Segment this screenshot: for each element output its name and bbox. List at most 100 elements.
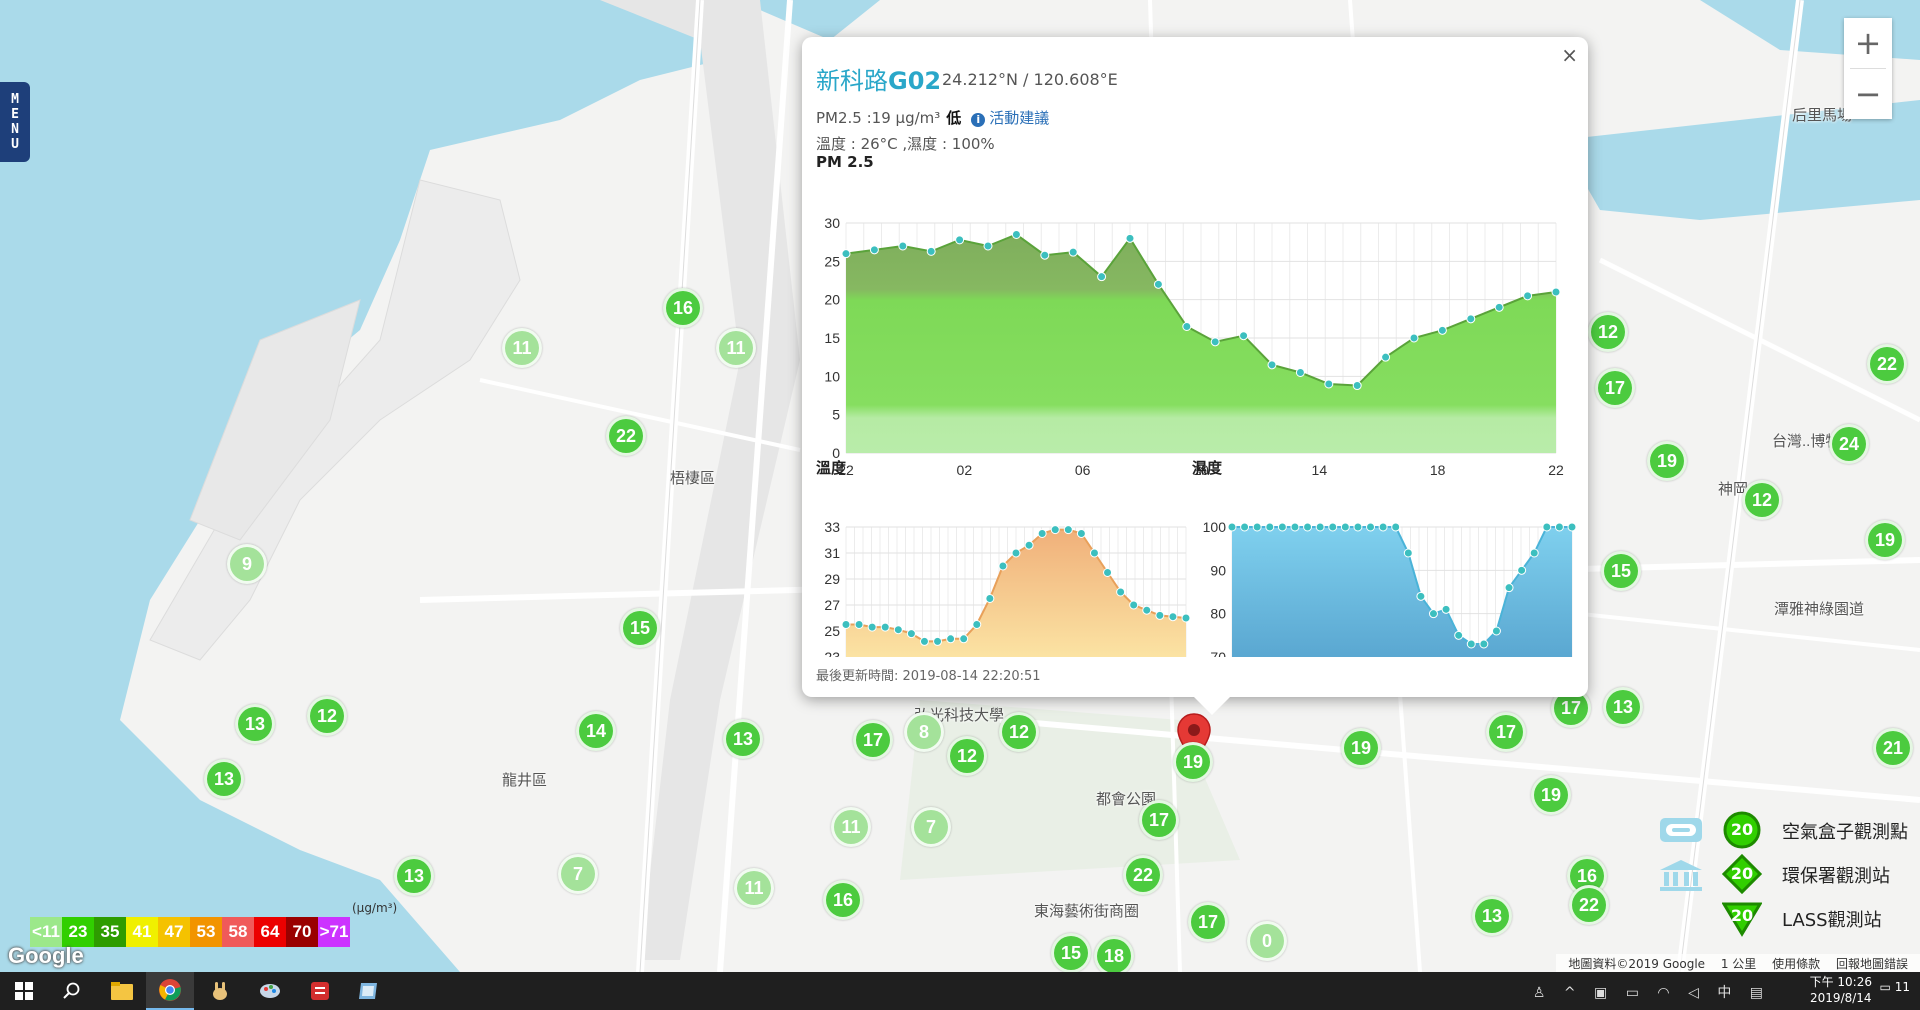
data-point[interactable] <box>1181 613 1191 623</box>
station-marker[interactable]: 17 <box>1486 712 1526 752</box>
data-point[interactable] <box>1494 302 1504 312</box>
data-point[interactable] <box>1529 548 1539 558</box>
data-point[interactable] <box>1366 522 1376 532</box>
data-point[interactable] <box>1142 605 1152 615</box>
data-point[interactable] <box>869 245 879 255</box>
station-marker[interactable]: 22 <box>1867 344 1907 384</box>
data-point[interactable] <box>1267 360 1277 370</box>
battery-icon[interactable]: ▭ <box>1625 985 1639 1001</box>
data-point[interactable] <box>983 241 993 251</box>
data-point[interactable] <box>919 636 929 646</box>
station-marker[interactable]: 11 <box>716 328 756 368</box>
station-marker[interactable]: 17 <box>853 720 893 760</box>
station-marker[interactable]: 22 <box>1569 885 1609 925</box>
data-point[interactable] <box>1295 368 1305 377</box>
data-point[interactable] <box>1504 583 1514 593</box>
station-marker[interactable]: 19 <box>1531 775 1571 815</box>
notification-center[interactable]: ▭ 11 <box>1880 980 1910 994</box>
data-point[interactable] <box>946 634 956 644</box>
data-point[interactable] <box>1076 529 1086 538</box>
data-point[interactable] <box>1024 540 1034 550</box>
data-point[interactable] <box>998 561 1008 571</box>
station-marker[interactable]: 17 <box>1188 902 1228 942</box>
station-marker[interactable]: 24 <box>1829 424 1869 464</box>
station-marker[interactable]: 13 <box>723 719 763 759</box>
data-point[interactable] <box>1068 247 1078 257</box>
data-point[interactable] <box>1116 587 1126 597</box>
volume-icon[interactable]: ◁ <box>1688 985 1699 1001</box>
data-point[interactable] <box>1381 352 1391 362</box>
data-point[interactable] <box>1353 522 1363 532</box>
data-point[interactable] <box>1210 337 1220 347</box>
data-point[interactable] <box>1097 272 1107 282</box>
start-button[interactable] <box>0 972 48 1010</box>
station-marker[interactable]: 16 <box>823 880 863 920</box>
station-marker[interactable]: 18 <box>1094 936 1134 972</box>
data-point[interactable] <box>1551 287 1561 297</box>
data-point[interactable] <box>1567 522 1577 532</box>
station-marker[interactable]: 9 <box>227 544 267 584</box>
data-point[interactable] <box>1340 522 1350 532</box>
data-point[interactable] <box>1168 612 1178 622</box>
data-point[interactable] <box>1466 314 1476 324</box>
data-point[interactable] <box>841 620 851 629</box>
selected-marker[interactable]: 19 <box>1173 742 1213 782</box>
data-point[interactable] <box>1437 325 1447 335</box>
data-point[interactable] <box>1277 522 1287 532</box>
data-point[interactable] <box>1240 522 1250 532</box>
chevron-up-icon[interactable]: ^ <box>1563 985 1576 1001</box>
station-marker[interactable]: 19 <box>1341 728 1381 768</box>
data-point[interactable] <box>867 622 877 632</box>
data-point[interactable] <box>1403 548 1413 558</box>
station-marker[interactable]: 8 <box>904 712 944 752</box>
taskbar-app-3[interactable] <box>296 972 344 1010</box>
data-point[interactable] <box>1454 630 1464 640</box>
station-marker[interactable]: 22 <box>1123 855 1163 895</box>
data-point[interactable] <box>1409 333 1419 343</box>
report-error-link[interactable]: 回報地圖錯誤 <box>1835 957 1908 971</box>
data-point[interactable] <box>1040 250 1050 260</box>
station-marker[interactable]: 12 <box>1742 480 1782 520</box>
data-point[interactable] <box>893 625 903 635</box>
data-point[interactable] <box>926 246 936 256</box>
data-point[interactable] <box>1352 381 1362 391</box>
data-point[interactable] <box>1011 230 1021 239</box>
station-marker[interactable]: 13 <box>235 704 275 744</box>
data-point[interactable] <box>1441 604 1451 614</box>
data-point[interactable] <box>1378 522 1388 532</box>
station-marker[interactable]: 11 <box>831 807 871 847</box>
ime-icon[interactable]: ▤ <box>1749 985 1763 1001</box>
data-point[interactable] <box>906 629 916 639</box>
station-marker[interactable]: 12 <box>1588 312 1628 352</box>
station-marker[interactable]: 15 <box>1601 551 1641 591</box>
data-point[interactable] <box>1491 626 1501 636</box>
data-point[interactable] <box>1037 529 1047 538</box>
data-point[interactable] <box>1129 600 1139 610</box>
station-marker[interactable]: 16 <box>663 288 703 328</box>
station-marker[interactable]: 17 <box>1595 368 1635 408</box>
station-marker[interactable]: 13 <box>1472 896 1512 936</box>
data-point[interactable] <box>1523 291 1533 301</box>
menu-tab[interactable]: M E N U <box>0 82 30 162</box>
data-point[interactable] <box>1125 233 1135 243</box>
station-marker[interactable]: 0 <box>1247 921 1287 961</box>
data-point[interactable] <box>1328 522 1338 532</box>
zoom-out-button[interactable]: − <box>1844 69 1892 119</box>
activity-advice-link[interactable]: i 活動建議 <box>971 109 1049 127</box>
station-marker[interactable]: 7 <box>911 807 951 847</box>
shield-icon[interactable]: ▣ <box>1594 985 1608 1001</box>
station-marker[interactable]: 19 <box>1865 520 1905 560</box>
station-marker[interactable]: 12 <box>307 696 347 736</box>
data-point[interactable] <box>1479 639 1489 649</box>
popup-close-button[interactable]: × <box>1561 43 1578 67</box>
data-point[interactable] <box>1227 522 1237 532</box>
station-marker[interactable]: 14 <box>576 711 616 751</box>
data-point[interactable] <box>1416 591 1426 601</box>
data-point[interactable] <box>1542 522 1552 532</box>
people-icon[interactable]: ♙ <box>1532 985 1546 1001</box>
station-marker[interactable]: 21 <box>1873 728 1913 768</box>
data-point[interactable] <box>1554 522 1564 532</box>
station-marker[interactable]: 13 <box>1603 687 1643 727</box>
station-marker[interactable]: 12 <box>947 736 987 776</box>
data-point[interactable] <box>1391 522 1401 532</box>
